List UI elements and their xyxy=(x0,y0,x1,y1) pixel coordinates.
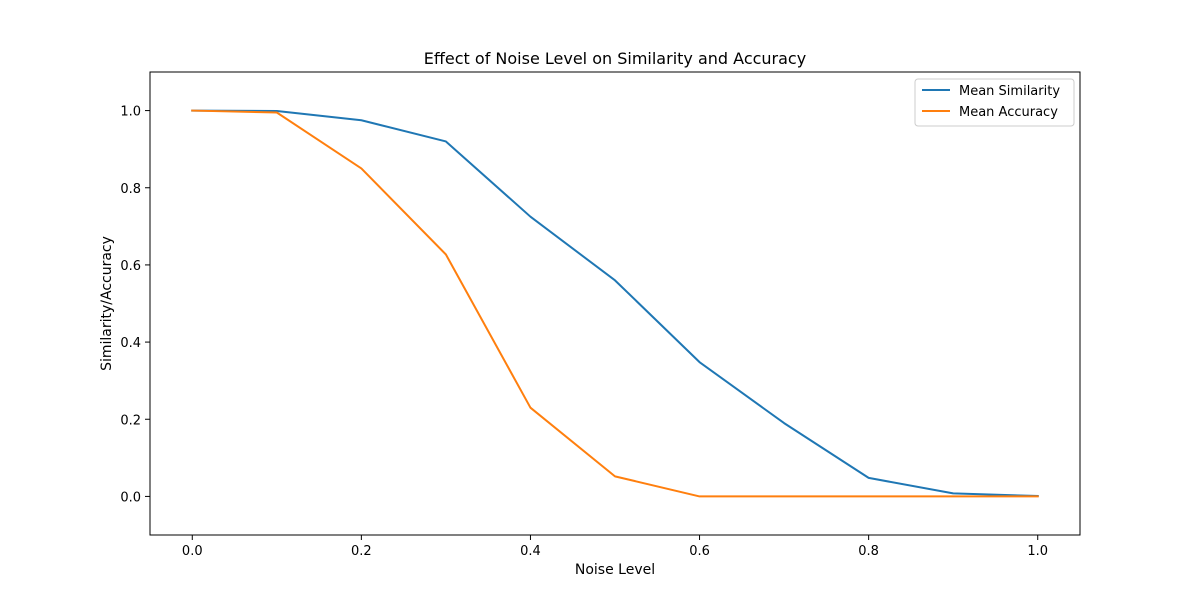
y-tick-label-0-6: 0.6 xyxy=(120,259,141,274)
x-tick-label-1-0: 1.0 xyxy=(1027,544,1048,559)
x-tick-label-0-4: 0.4 xyxy=(520,544,541,559)
axis-ticks: 0.0 0.2 0.4 0.6 0.8 1.0 0.0 0.2 0.4 0.6 0.8 1.0 xyxy=(120,105,1048,559)
series-line-mean-similarity xyxy=(191,109,1039,498)
x-tick-label-0-6: 0.6 xyxy=(689,544,710,559)
y-axis-label: Similarity/Accuracy xyxy=(99,236,115,371)
legend-label-mean-similarity: Mean Similarity xyxy=(959,84,1060,99)
legend: Mean Similarity Mean Accuracy xyxy=(914,78,1075,127)
legend-label-mean-accuracy: Mean Accuracy xyxy=(959,105,1058,120)
legend-frame xyxy=(914,78,1075,127)
y-tick-label-0-2: 0.2 xyxy=(120,413,141,428)
y-tick-label-0-0: 0.0 xyxy=(120,490,141,505)
series-group xyxy=(191,109,1039,498)
chart-title: Effect of Noise Level on Similarity and … xyxy=(424,49,806,68)
x-axis-label: Noise Level xyxy=(575,562,655,578)
series-line-mean-accuracy xyxy=(191,109,1039,498)
x-tick-label-0-2: 0.2 xyxy=(351,544,372,559)
x-tick-label-0-8: 0.8 xyxy=(858,544,879,559)
x-tick-label-0-0: 0.0 xyxy=(182,544,203,559)
plot-frame xyxy=(149,71,1081,536)
y-tick-label-1-0: 1.0 xyxy=(120,105,141,120)
y-tick-label-0-8: 0.8 xyxy=(120,182,141,197)
y-tick-label-0-4: 0.4 xyxy=(120,336,141,351)
